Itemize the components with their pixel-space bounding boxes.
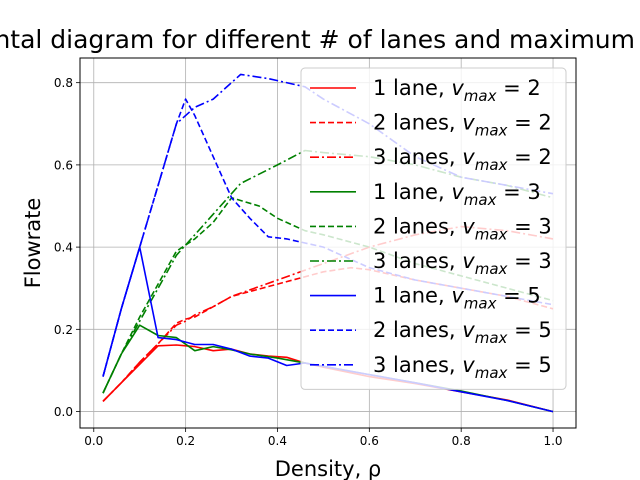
legend: 1 lane, vmax = 22 lanes, vmax = 23 lanes…: [300, 67, 567, 390]
x-tick-label: 0.4: [268, 434, 287, 448]
y-tick-label: 0.0: [54, 405, 73, 419]
plot-frame: [79, 57, 577, 429]
y-tick-label: 0.4: [54, 241, 73, 255]
y-tick-label: 0.6: [54, 158, 73, 172]
chart-title: Fundamental diagram for different # of l…: [0, 25, 640, 54]
y-tick-label: 0.8: [54, 76, 73, 90]
y-tick-label: 0.2: [54, 323, 73, 337]
x-axis-label: Density, ρ: [275, 457, 382, 480]
series-line: [102, 225, 554, 402]
legend-box: [300, 67, 567, 390]
axis-ticks: 0.0 0.2 0.4 0.6 0.8 1.0 0.0 0.2 0.4 0.6 0.8: [54, 76, 563, 448]
x-tick-label: 0.8: [452, 434, 471, 448]
x-tick-label: 0.2: [176, 434, 195, 448]
x-tick-label: 0.0: [84, 434, 103, 448]
x-tick-label: 1.0: [543, 434, 562, 448]
series-line: [102, 197, 554, 394]
y-axis-label: Flowrate: [21, 198, 45, 289]
x-tick-label: 0.6: [360, 434, 379, 448]
